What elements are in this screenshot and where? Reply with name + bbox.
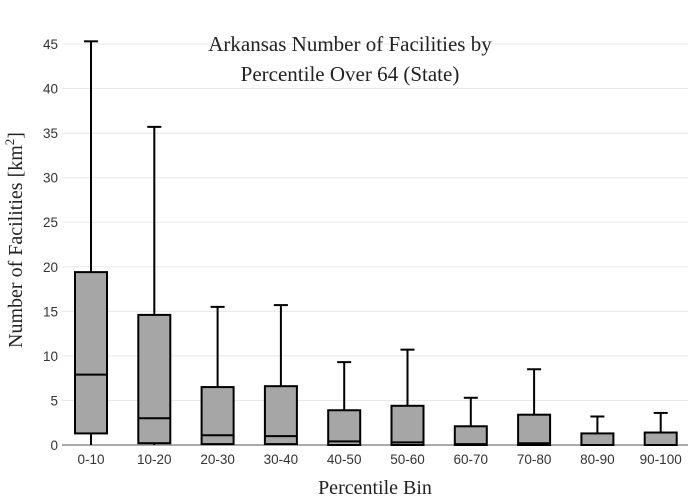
box-iqr xyxy=(643,431,678,446)
box-iqr xyxy=(453,425,488,446)
y-tick-label: 10 xyxy=(43,349,58,364)
x-tick-label: 60-70 xyxy=(454,452,489,467)
x-tick-label: 80-90 xyxy=(580,452,615,467)
box-50-60 xyxy=(390,348,425,446)
x-tick-label: 10-20 xyxy=(137,452,172,467)
x-tick-label: 50-60 xyxy=(390,452,425,467)
box-iqr xyxy=(137,313,172,445)
y-tick-label: 30 xyxy=(43,171,58,186)
box-70-80 xyxy=(517,368,552,446)
box-40-50 xyxy=(327,361,362,447)
box-iqr xyxy=(517,413,552,446)
x-tick-label: 40-50 xyxy=(327,452,362,467)
x-tick-label: 70-80 xyxy=(517,452,552,467)
box-iqr xyxy=(327,409,362,447)
box-iqr xyxy=(74,271,108,435)
x-tick-label: 30-40 xyxy=(264,452,299,467)
y-axis-title: Number of Facilities [km2] xyxy=(2,132,27,348)
chart-title-line-2: Percentile Over 64 (State) xyxy=(241,62,460,86)
chart-title-line-1: Arkansas Number of Facilities by xyxy=(208,32,492,56)
y-tick-label: 15 xyxy=(43,304,58,319)
y-tick-label: 0 xyxy=(50,438,58,453)
y-tick-label: 35 xyxy=(43,126,58,141)
box-iqr xyxy=(390,404,425,446)
x-tick-label: 90-100 xyxy=(640,452,682,467)
x-axis-title: Percentile Bin xyxy=(318,477,432,499)
y-axis-title-superscript: 2 xyxy=(2,139,17,146)
box-90-100 xyxy=(643,411,678,446)
y-axis-ticks: 0 5 10 15 20 25 30 35 40 45 xyxy=(43,37,58,453)
y-tick-label: 40 xyxy=(43,82,58,97)
box-iqr xyxy=(580,432,615,447)
box-80-90 xyxy=(580,415,615,447)
box-30-40 xyxy=(263,304,298,446)
y-tick-label: 25 xyxy=(43,215,58,230)
x-axis-ticks: 0-10 10-20 20-30 30-40 40-50 50-60 60-70 70-80 8… xyxy=(77,452,681,467)
box-0-10 xyxy=(74,40,108,445)
y-tick-label: 20 xyxy=(43,260,58,275)
y-axis-title-text: Number of Facilities [km xyxy=(5,145,27,348)
x-tick-label: 0-10 xyxy=(77,452,104,467)
y-tick-label: 5 xyxy=(50,393,58,408)
boxes xyxy=(74,40,678,447)
x-tick-label: 20-30 xyxy=(200,452,235,467)
y-axis-title-close: ] xyxy=(5,132,27,139)
box-iqr xyxy=(263,385,298,446)
box-20-30 xyxy=(200,305,235,446)
y-tick-label: 45 xyxy=(43,37,58,52)
box-60-70 xyxy=(453,396,488,446)
box-10-20 xyxy=(137,125,172,445)
